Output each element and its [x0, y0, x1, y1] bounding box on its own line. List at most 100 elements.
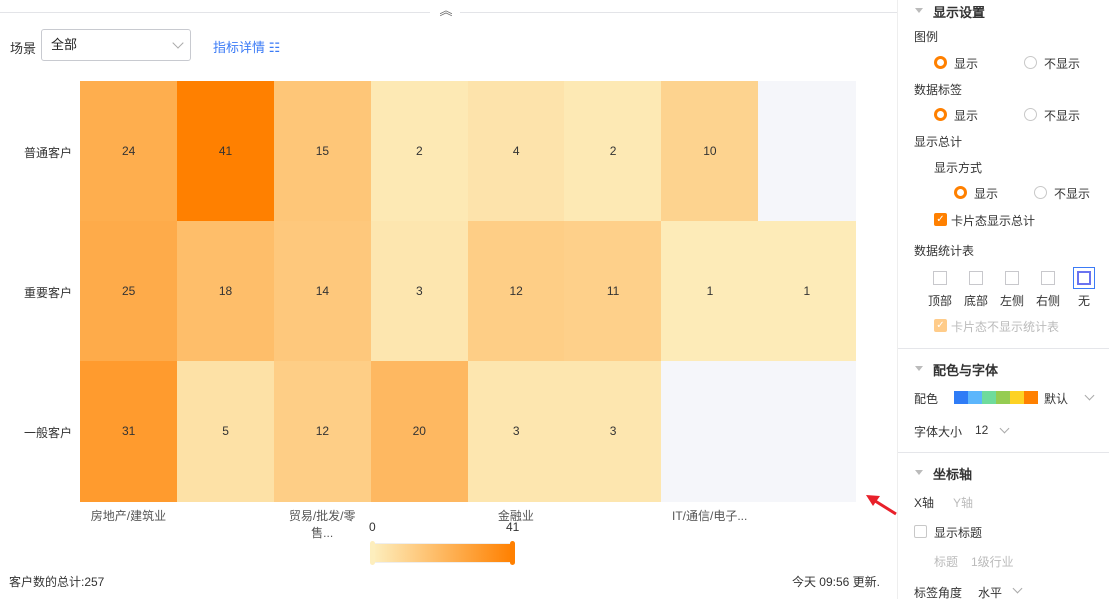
section-title: 坐标轴 — [933, 467, 973, 482]
heatmap-cell[interactable]: 12 — [467, 221, 565, 362]
x-axis-label: 金融业 — [497, 509, 534, 523]
palette-swatch — [968, 391, 982, 404]
legend-min-handle[interactable] — [370, 541, 375, 565]
heatmap-cell[interactable]: 10 — [661, 81, 759, 222]
card-no-stats-checkbox[interactable]: ✓ — [934, 319, 947, 332]
heatmap-cell[interactable]: 25 — [80, 221, 178, 362]
stats-position-2-icon[interactable] — [1005, 271, 1019, 285]
heatmap-cell[interactable]: 15 — [273, 81, 372, 222]
stats-position-label[interactable]: 顶部 — [928, 294, 953, 308]
section-title: 显示设置 — [933, 5, 986, 20]
radio-label: 不显示 — [1054, 187, 1091, 201]
radio-label: 不显示 — [1044, 109, 1081, 123]
heatmap-cell[interactable]: 4 — [467, 81, 565, 222]
label-angle-label: 标签角度 — [914, 586, 963, 600]
x-axis-label: IT/通信/电子... — [672, 509, 748, 523]
collapse-triangle-icon[interactable] — [915, 8, 923, 13]
font-size-value[interactable]: 12 — [975, 423, 989, 437]
scene-value: 全部 — [51, 37, 78, 52]
heatmap-cell[interactable]: 41 — [176, 81, 275, 222]
metric-details-link[interactable]: 指标详情 ☷ — [213, 40, 281, 55]
palette-swatch — [954, 391, 968, 404]
chevron-down-icon[interactable] — [1084, 390, 1095, 401]
radio-label: 显示 — [974, 187, 999, 201]
show-title-checkbox[interactable] — [914, 525, 927, 538]
x-axis-label: 房地产/建筑业 — [90, 509, 167, 523]
data-labels-label: 数据标签 — [914, 83, 963, 97]
stats-position-label[interactable]: 左侧 — [1000, 294, 1025, 308]
scene-select[interactable]: 全部 — [41, 29, 191, 61]
card-total-checkbox[interactable]: ✓ — [934, 213, 947, 226]
divider — [898, 452, 1109, 453]
heatmap-cell[interactable] — [758, 361, 856, 502]
divider — [898, 348, 1109, 349]
heatmap-cell[interactable] — [661, 361, 759, 502]
heatmap-cell[interactable]: 20 — [370, 361, 468, 502]
total-show-radio[interactable] — [954, 186, 967, 199]
x-axis-label: 贸易/批发/零售... — [288, 509, 356, 540]
tab-x-axis[interactable]: X轴 — [914, 496, 935, 510]
red-arrow-annotation — [866, 495, 897, 516]
heatmap-cell[interactable]: 2 — [370, 81, 468, 222]
updated-text: 今天 09:56 更新. — [791, 575, 880, 589]
collapse-triangle-icon[interactable] — [915, 470, 923, 475]
labels-show-radio[interactable] — [934, 108, 947, 121]
checkbox-label: 卡片态显示总计 — [951, 214, 1036, 228]
heatmap-cell[interactable]: 14 — [273, 221, 372, 362]
heatmap-cell[interactable]: 3 — [370, 221, 468, 362]
total-hide-radio[interactable] — [1034, 186, 1047, 199]
y-axis-label: 重要客户 — [23, 286, 72, 300]
divider — [460, 12, 897, 13]
stats-position-3-icon[interactable] — [1041, 271, 1055, 285]
stats-position-label[interactable]: 底部 — [964, 294, 989, 308]
heatmap-cell[interactable]: 2 — [564, 81, 662, 222]
heatmap-cell[interactable]: 3 — [467, 361, 565, 502]
tab-y-axis[interactable]: Y轴 — [953, 496, 974, 510]
show-total-label: 显示总计 — [914, 135, 963, 149]
legend-max-handle[interactable] — [510, 541, 515, 565]
section-title: 配色与字体 — [933, 363, 999, 378]
palette-swatch — [1024, 391, 1038, 404]
palette-value[interactable]: 默认 — [1044, 392, 1069, 406]
stats-position-label[interactable]: 右侧 — [1036, 294, 1061, 308]
heatmap-cell[interactable]: 11 — [564, 221, 662, 362]
palette-swatch — [996, 391, 1010, 404]
heatmap-cell[interactable]: 1 — [758, 221, 856, 362]
labels-hide-radio[interactable] — [1024, 108, 1037, 121]
checkbox-label: 显示标题 — [934, 526, 983, 540]
heatmap-cell[interactable]: 5 — [176, 361, 275, 502]
heatmap-cell[interactable] — [758, 81, 856, 222]
radio-label: 不显示 — [1044, 57, 1081, 71]
heatmap: 24 41 15 2 4 2 10 25 18 14 3 12 11 1 1 31 5 12 20 3 3 — [80, 81, 856, 502]
label-angle-value[interactable]: 水平 — [978, 586, 1003, 600]
stats-position-0-icon[interactable] — [933, 271, 947, 285]
stats-position-1-icon[interactable] — [969, 271, 983, 285]
collapse-up-icon[interactable]: ︽ — [439, 3, 453, 18]
stats-position-4-icon[interactable] — [1073, 267, 1095, 289]
settings-panel: 显示设置 图例 显示 不显示 数据标签 显示 不显示 显示总计 显示方式 显示 … — [897, 0, 1109, 600]
divider — [0, 12, 430, 13]
heatmap-cell[interactable]: 12 — [273, 361, 372, 502]
heatmap-cell[interactable]: 24 — [80, 81, 178, 222]
axis-title-label: 标题 — [934, 555, 959, 569]
checkbox-label: 卡片态不显示统计表 — [951, 320, 1060, 334]
heatmap-cell[interactable]: 3 — [564, 361, 662, 502]
total-text: 客户数的总计:257 — [9, 575, 105, 589]
palette-swatch — [1010, 391, 1024, 404]
legend-hide-radio[interactable] — [1024, 56, 1037, 69]
color-legend-bar — [373, 543, 513, 563]
heatmap-cell[interactable]: 31 — [80, 361, 178, 502]
scene-label: 场景 — [10, 41, 37, 56]
font-size-label: 字体大小 — [914, 425, 963, 439]
palette-label: 配色 — [914, 392, 939, 406]
chevron-down-icon[interactable] — [999, 423, 1010, 434]
legend-max-label: 41 — [506, 520, 520, 534]
legend-show-radio[interactable] — [934, 56, 947, 69]
heatmap-cell[interactable]: 18 — [176, 221, 275, 362]
stats-position-label[interactable]: 无 — [1078, 294, 1091, 308]
axis-title-input[interactable]: 1级行业 — [971, 555, 1014, 569]
y-axis-label: 一般客户 — [23, 426, 72, 440]
chevron-down-icon[interactable] — [1012, 583, 1023, 594]
heatmap-cell[interactable]: 1 — [661, 221, 759, 362]
collapse-triangle-icon[interactable] — [915, 366, 923, 371]
